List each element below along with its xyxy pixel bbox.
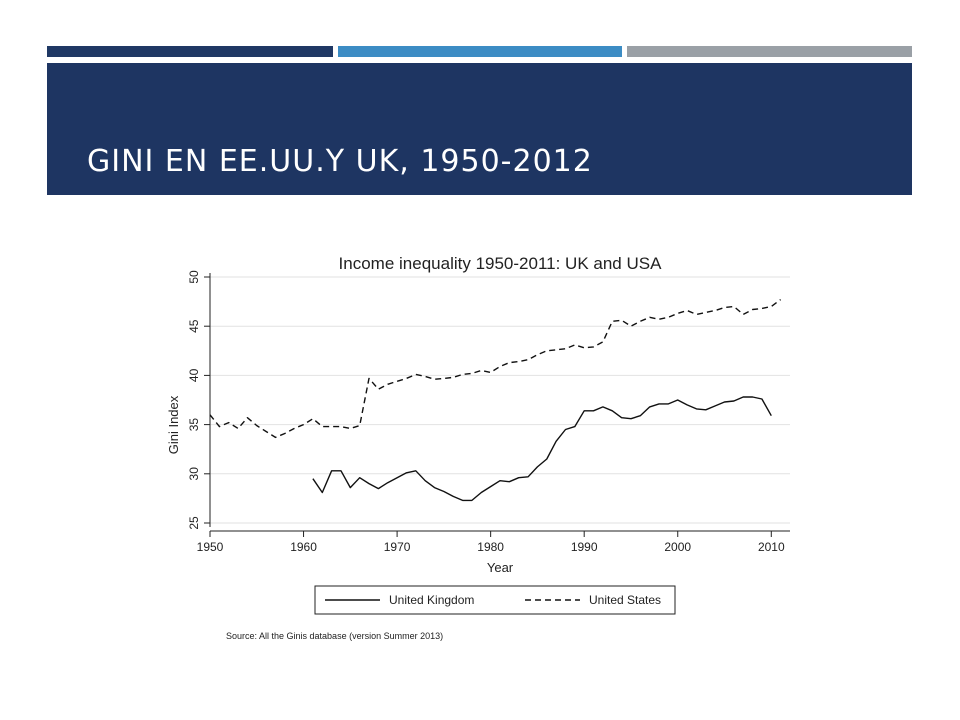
- title-banner: GINI EN EE.UU.Y UK, 1950-2012: [47, 63, 912, 195]
- x-tick-label-2000: 2000: [664, 540, 691, 554]
- chart-title: Income inequality 1950-2011: UK and USA: [339, 254, 663, 273]
- x-tick-label-1990: 1990: [571, 540, 598, 554]
- series-line-united-kingdom: [312, 396, 772, 502]
- x-tick-label-1960: 1960: [290, 540, 317, 554]
- x-axis-label: Year: [487, 560, 514, 575]
- x-tick-label-1950: 1950: [197, 540, 224, 554]
- y-tick-label-45: 45: [187, 319, 201, 333]
- legend-label-0: United Kingdom: [389, 593, 474, 607]
- x-tick-label-2010: 2010: [758, 540, 785, 554]
- y-tick-label-35: 35: [187, 418, 201, 432]
- legend: United Kingdom United States: [325, 593, 661, 607]
- chart-background: [160, 235, 800, 650]
- y-axis-label: Gini Index: [166, 395, 181, 454]
- y-tick-label-40: 40: [187, 368, 201, 382]
- series-lines: [209, 299, 782, 502]
- accent-bar-gray: [627, 46, 912, 57]
- axes: 25 30 35 40 45 50 1950 1960 1970 1980 1990 2000 2010: [187, 270, 790, 554]
- chart-source-note: Source: All the Ginis database (version …: [226, 631, 443, 641]
- grid-lines: [210, 276, 790, 524]
- x-tick-label-1970: 1970: [384, 540, 411, 554]
- y-tick-label-30: 30: [187, 467, 201, 481]
- slide-title: GINI EN EE.UU.Y UK, 1950-2012: [87, 144, 593, 179]
- accent-bar-navy: [47, 46, 333, 57]
- gini-line-chart: Income inequality 1950-2011: UK and USA …: [160, 235, 800, 650]
- y-tick-label-25: 25: [187, 516, 201, 530]
- chart-image: Income inequality 1950-2011: UK and USA …: [160, 235, 800, 650]
- series-line-united-states: [209, 299, 782, 439]
- y-tick-label-50: 50: [187, 270, 201, 284]
- accent-bar-blue: [338, 46, 622, 57]
- legend-label-1: United States: [589, 593, 661, 607]
- x-tick-label-1980: 1980: [477, 540, 504, 554]
